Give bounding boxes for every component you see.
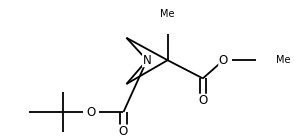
Text: O: O: [86, 106, 96, 118]
Text: O: O: [198, 94, 208, 107]
Text: Me: Me: [160, 9, 175, 19]
Text: O: O: [119, 125, 128, 138]
Text: O: O: [219, 54, 228, 67]
Text: N: N: [143, 54, 151, 67]
Text: Me: Me: [276, 55, 291, 65]
